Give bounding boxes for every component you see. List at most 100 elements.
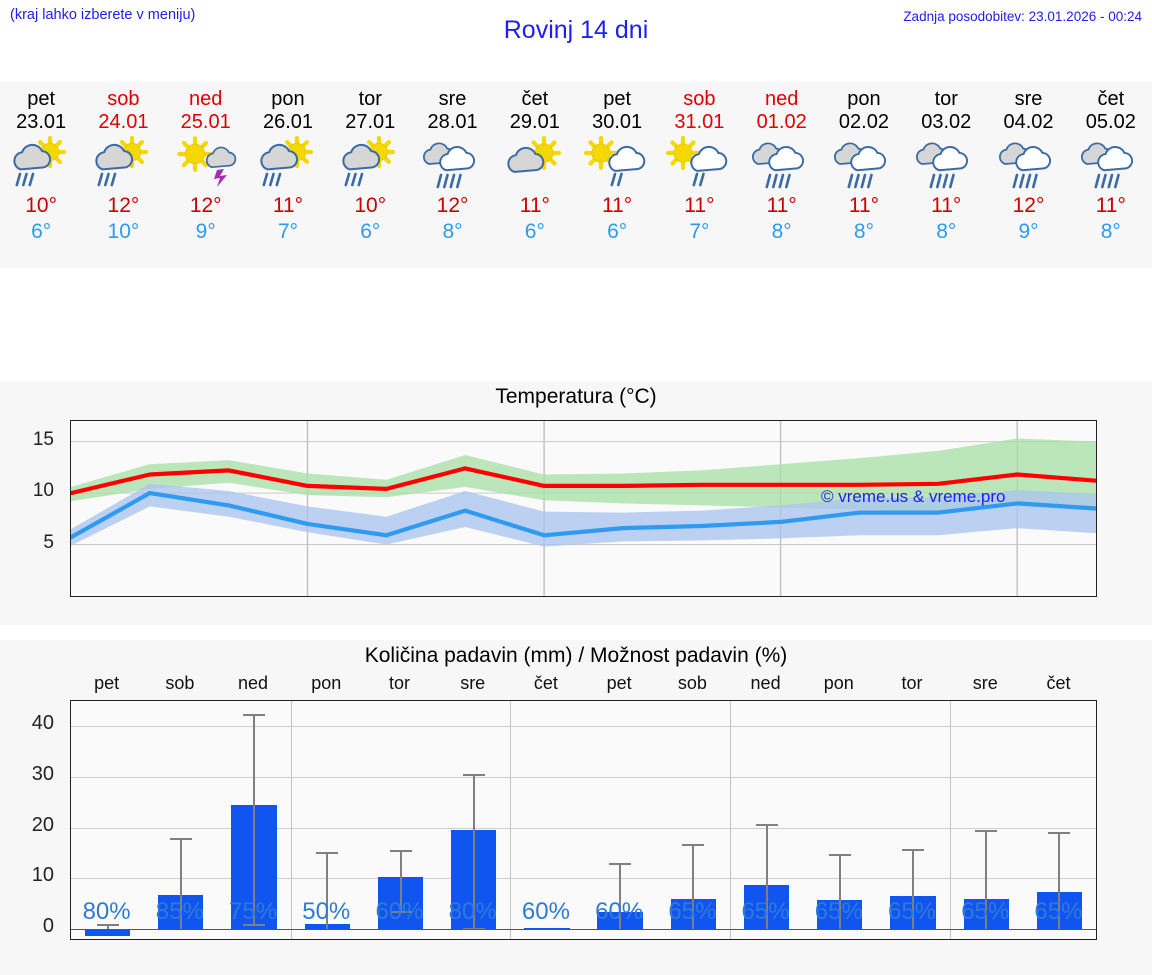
day-min-temp: 6° xyxy=(524,220,545,243)
day-name: pon xyxy=(271,88,305,110)
precipitation-panel: Količina padavin (mm) / Možnost padavin … xyxy=(0,640,1152,975)
temperature-plot-area: © vreme.us & vreme.pro xyxy=(68,420,1099,597)
cloudy-rain-icon xyxy=(991,136,1067,192)
precipitation-error-cap-top xyxy=(169,837,192,840)
day-name: sre xyxy=(438,88,467,110)
day-name: sob xyxy=(683,88,716,110)
precipitation-error-cap-top xyxy=(609,863,632,865)
cloudy-rain-icon xyxy=(415,136,491,192)
day-name: sre xyxy=(1014,88,1043,110)
day-max-temp: 11° xyxy=(766,194,797,217)
precipitation-day-label: pet xyxy=(94,673,120,693)
precipitation-gridline-vertical xyxy=(290,701,292,939)
precipitation-error-cap-top xyxy=(682,843,705,846)
temperature-y-tick: 5 xyxy=(43,531,54,553)
day-min-temp: 8° xyxy=(936,220,957,243)
precipitation-gridline-vertical xyxy=(510,701,512,939)
day-name: tor xyxy=(934,88,958,110)
precipitation-day-label: tor xyxy=(388,673,410,693)
precipitation-error-bar xyxy=(619,863,622,929)
precipitation-day-label: pon xyxy=(311,673,342,693)
precipitation-day-label: sre xyxy=(460,673,486,693)
precipitation-probability: 65% xyxy=(668,898,717,925)
day-column[interactable]: sre 04.02 12° 9° xyxy=(987,82,1069,268)
day-min-temp: 8° xyxy=(1100,220,1121,243)
precipitation-error-cap-top xyxy=(462,774,485,777)
day-name: pon xyxy=(847,88,881,110)
precipitation-probability-labels: 80% 85% 75% 50% 60% 80% 60% 60% 65% 65% 65% 65% 65% 6… xyxy=(70,898,1095,936)
precipitation-probability: 50% xyxy=(302,898,351,925)
day-max-temp: 11° xyxy=(1095,194,1126,217)
precipitation-probability: 65% xyxy=(887,898,937,925)
day-date: 02.02 xyxy=(838,111,889,133)
precipitation-error-cap-top xyxy=(316,851,339,854)
day-name: čet xyxy=(1097,88,1125,110)
precipitation-gridline-vertical xyxy=(949,701,951,939)
day-date: 23.01 xyxy=(16,111,67,133)
precipitation-error-cap-top xyxy=(96,923,119,926)
precipitation-probability: 80% xyxy=(448,898,497,925)
day-max-temp: 11° xyxy=(931,194,962,217)
day-max-temp: 11° xyxy=(848,194,880,217)
day-date: 29.01 xyxy=(509,111,560,133)
precipitation-error-cap-top xyxy=(389,850,412,853)
day-column[interactable]: sre 28.01 12° 8° xyxy=(411,82,493,268)
precipitation-error-cap-top xyxy=(902,848,924,851)
precipitation-error-cap-top xyxy=(755,823,778,826)
precipitation-day-label: čet xyxy=(533,673,558,693)
precipitation-chart-title: Količina padavin (mm) / Možnost padavin … xyxy=(364,644,788,667)
page-header: (kraj lahko izberete v meniju) Rovinj 14… xyxy=(0,0,1152,62)
precipitation-y-tick: 30 xyxy=(31,762,54,785)
precipitation-probability: 75% xyxy=(229,898,278,925)
day-date: 24.01 xyxy=(98,111,149,133)
temperature-chart-title: Temperatura (°C) xyxy=(495,385,657,408)
partly-cloudy-rain-icon xyxy=(3,135,79,192)
precipitation-day-label: sob xyxy=(677,673,707,693)
day-column[interactable]: pon 26.01 11° 7° xyxy=(247,82,329,268)
day-column[interactable]: pon 02.02 11° 8° xyxy=(823,82,905,268)
precipitation-probability: 65% xyxy=(814,898,863,925)
day-max-temp: 12° xyxy=(189,194,222,217)
day-name: tor xyxy=(358,88,382,110)
precipitation-error-cap-top xyxy=(975,830,998,833)
day-date: 30.01 xyxy=(592,111,643,133)
temperature-y-tick: 10 xyxy=(32,480,54,502)
day-max-temp: 12° xyxy=(1012,194,1045,217)
day-column[interactable]: pet 30.01 11° 6° xyxy=(576,82,658,268)
day-min-temp: 9° xyxy=(1018,220,1039,243)
precipitation-bar[interactable] xyxy=(524,928,570,930)
precipitation-probability: 65% xyxy=(1034,898,1083,925)
day-column[interactable]: sob 24.01 12° 10° xyxy=(82,82,164,268)
day-date: 26.01 xyxy=(262,111,314,133)
day-column[interactable]: sob 31.01 11° 7° xyxy=(658,82,740,268)
day-column[interactable]: pet 23.01 10° 6° xyxy=(0,82,82,268)
day-column[interactable]: čet 29.01 11° 6° xyxy=(494,82,576,268)
precipitation-day-label: čet xyxy=(1046,673,1071,693)
precipitation-error-bar xyxy=(1058,831,1061,929)
day-column[interactable]: tor 03.02 11° 8° xyxy=(905,82,987,268)
precipitation-probability: 60% xyxy=(375,898,424,925)
day-min-temp: 6° xyxy=(31,220,52,243)
day-min-temp: 10° xyxy=(107,220,140,243)
precipitation-error-cap-bottom xyxy=(389,911,412,914)
day-min-temp: 8° xyxy=(771,220,792,243)
day-date: 01.02 xyxy=(756,111,807,133)
day-min-temp: 6° xyxy=(360,220,381,243)
day-max-temp: 11° xyxy=(684,194,715,217)
last-update-text: Zadnja posodobitev: 23.01.2026 - 00:24 xyxy=(903,9,1142,24)
precipitation-error-bar xyxy=(912,848,914,929)
precipitation-error-cap-top xyxy=(1048,831,1071,834)
precipitation-gridline-vertical xyxy=(729,701,731,939)
day-column[interactable]: tor 27.01 10° 6° xyxy=(329,82,411,268)
day-column[interactable]: ned 01.02 11° 8° xyxy=(741,82,823,268)
temperature-panel: Temperatura (°C) © vreme.us & vreme.pro … xyxy=(0,381,1152,625)
day-column[interactable]: čet 05.02 11° 8° xyxy=(1070,82,1152,268)
day-name: ned xyxy=(189,88,223,110)
partly-cloudy-rain-icon xyxy=(250,135,326,192)
precipitation-probability: 80% xyxy=(82,898,131,925)
precipitation-bar[interactable] xyxy=(84,928,131,937)
precipitation-error-cap-top xyxy=(243,713,265,716)
day-max-temp: 12° xyxy=(436,194,469,217)
day-max-temp: 10° xyxy=(354,194,387,217)
day-column[interactable]: ned 25.01 12° 9° xyxy=(165,82,247,268)
